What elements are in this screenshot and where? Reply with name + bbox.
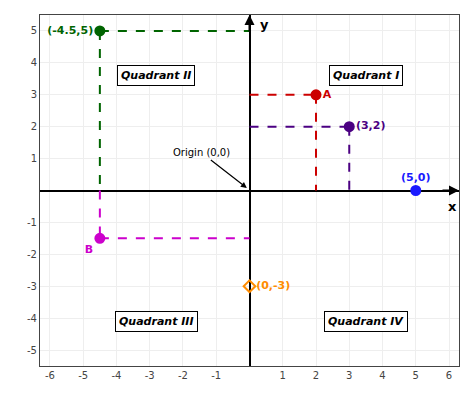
svg-text:Quadrant II: Quadrant II [121,69,191,82]
svg-text:(3,2): (3,2) [356,119,386,132]
svg-text:1: 1 [31,153,37,164]
svg-text:(-4.5,5): (-4.5,5) [47,24,93,37]
svg-text:(5,0): (5,0) [401,171,431,184]
svg-text:-1: -1 [27,217,37,228]
svg-text:Origin (0,0): Origin (0,0) [173,147,230,158]
svg-text:1: 1 [280,370,286,381]
svg-text:Quadrant III: Quadrant III [119,315,194,328]
svg-text:x: x [448,199,457,214]
svg-text:Quadrant I: Quadrant I [333,69,399,82]
svg-text:3: 3 [346,370,352,381]
svg-text:4: 4 [31,57,37,68]
svg-text:4: 4 [379,370,385,381]
svg-text:-5: -5 [27,345,37,356]
svg-text:-1: -1 [211,370,221,381]
svg-text:y: y [260,17,269,32]
svg-text:-6: -6 [45,370,55,381]
svg-text:A: A [323,88,332,101]
svg-text:-4: -4 [111,370,121,381]
svg-text:Quadrant IV: Quadrant IV [328,315,404,328]
svg-text:-4: -4 [27,313,37,324]
svg-text:-3: -3 [145,370,155,381]
svg-text:-5: -5 [78,370,88,381]
svg-text:3: 3 [31,89,37,100]
svg-text:B: B [85,243,93,256]
svg-text:6: 6 [446,370,452,381]
svg-text:-2: -2 [178,370,188,381]
svg-text:5: 5 [413,370,419,381]
svg-text:2: 2 [313,370,319,381]
svg-text:-2: -2 [27,249,37,260]
svg-text:-3: -3 [27,281,37,292]
svg-text:5: 5 [31,25,37,36]
svg-text:2: 2 [31,121,37,132]
svg-text:(0,-3): (0,-3) [256,279,290,292]
